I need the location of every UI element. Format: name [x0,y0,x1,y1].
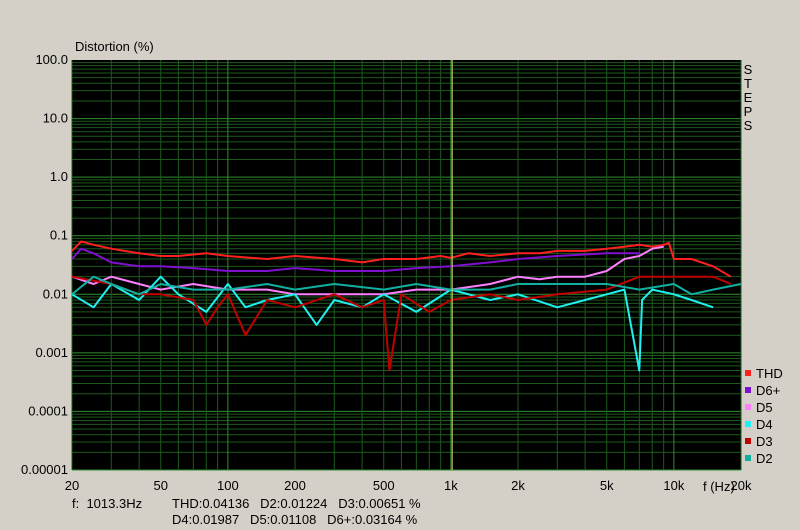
x-tick-label: 2k [511,478,525,493]
chart-title: Distortion (%) [75,39,154,54]
y-tick-label: 0.001 [35,345,68,360]
side-label-letter: S [744,62,753,77]
legend-label: D4 [756,417,773,432]
legend-swatch [745,404,751,410]
x-tick-label: 1k [444,478,458,493]
x-tick-label: 200 [284,478,306,493]
grid [71,60,742,471]
legend-swatch [745,387,751,393]
legend-label: D5 [756,400,773,415]
legend-swatch [745,438,751,444]
x-tick-label: 5k [600,478,614,493]
legend-label: D6+ [756,383,780,398]
distortion-readout-line-2: D4:0.01987 D5:0.01108 D6+:0.03164 % [172,512,418,527]
side-label-letter: T [744,76,752,91]
legend-swatch [745,370,751,376]
series-lines [71,240,742,372]
y-tick-label: 1.0 [50,169,68,184]
legend-label: D2 [756,451,773,466]
series-line-d2 [71,275,742,296]
x-tick-label: 10k [663,478,684,493]
legend-label: D3 [756,434,773,449]
x-tick-label: 50 [154,478,168,493]
series-line-d3 [71,275,732,372]
series-line-d6-plus [71,247,640,272]
side-label-letter: S [744,118,753,133]
y-tick-label: 0.1 [50,228,68,243]
x-tick-label: 20k [731,478,752,493]
distortion-readout-line-1: THD:0.04136 D2:0.01224 D3:0.00651 % [172,496,421,511]
legend-label: THD [756,366,783,381]
y-tick-label: 0.00001 [21,462,68,477]
y-tick-label: 0.0001 [28,403,68,418]
side-label-letter: P [744,104,753,119]
legend-swatch [745,421,751,427]
legend: THD D6+ D5 D4 D3 D2 [745,366,783,466]
x-tick-label: 500 [373,478,395,493]
x-tick-label: 20 [65,478,79,493]
y-tick-label: 100.0 [35,52,68,67]
x-axis-label: f (Hz) [703,479,735,494]
y-tick-label: 0.01 [43,286,68,301]
y-tick-label: 10.0 [43,111,68,126]
x-tick-label: 100 [217,478,239,493]
series-line-d4 [71,275,714,372]
cursor-frequency-readout: f: 1013.3Hz [72,496,143,511]
legend-swatch [745,455,751,461]
side-label-letter: E [744,90,753,105]
plot-area [72,60,741,470]
series-line-thd [71,240,732,278]
